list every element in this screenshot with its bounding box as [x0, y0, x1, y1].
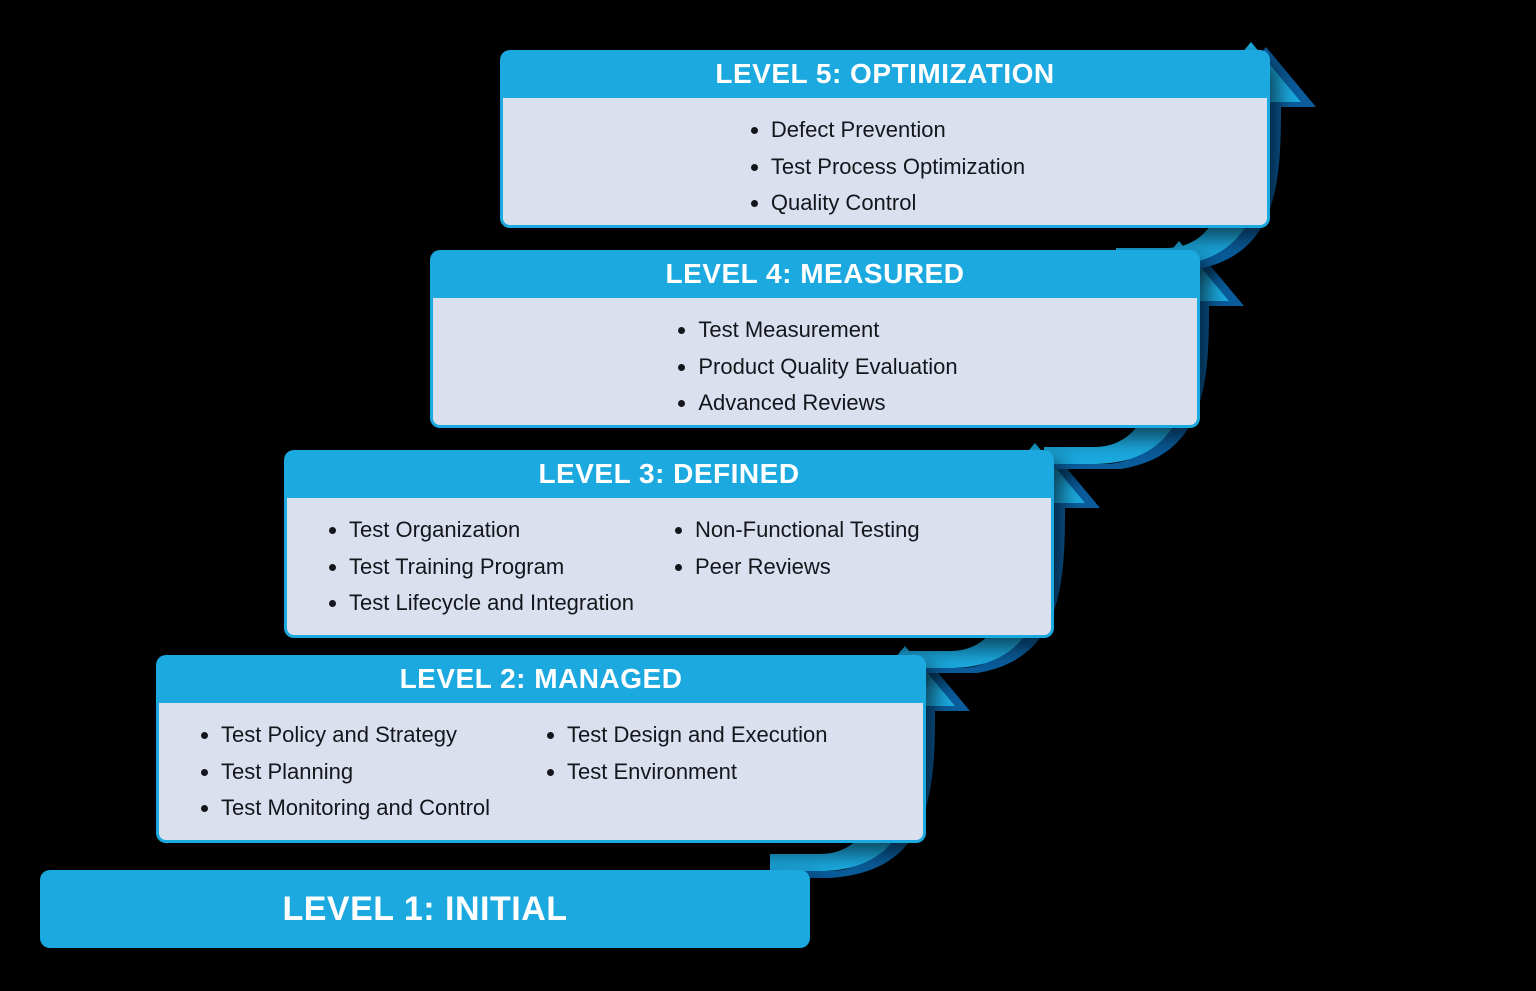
- level-3-step: LEVEL 3: DEFINED Test Organization Test …: [284, 450, 1054, 638]
- list-item: Test Policy and Strategy: [221, 717, 541, 754]
- level-5-body: Defect Prevention Test Process Optimizat…: [500, 98, 1270, 228]
- level-3-header: LEVEL 3: DEFINED: [284, 450, 1054, 498]
- list-item: Defect Prevention: [771, 112, 1025, 149]
- list-item: Test Environment: [567, 754, 887, 791]
- list-item: Test Organization: [349, 512, 669, 549]
- level-4-title: LEVEL 4: MEASURED: [666, 258, 965, 290]
- list-item: Test Process Optimization: [771, 149, 1025, 186]
- list-item: Test Monitoring and Control: [221, 790, 541, 827]
- level-4-body: Test Measurement Product Quality Evaluat…: [430, 298, 1200, 428]
- level-5-header: LEVEL 5: OPTIMIZATION: [500, 50, 1270, 98]
- list-item: Peer Reviews: [695, 549, 1015, 586]
- list-item: Test Training Program: [349, 549, 669, 586]
- level-3-list-b: Non-Functional Testing Peer Reviews: [669, 512, 1015, 585]
- list-item: Quality Control: [771, 185, 1025, 222]
- list-item: Test Lifecycle and Integration: [349, 585, 669, 622]
- level-4-header: LEVEL 4: MEASURED: [430, 250, 1200, 298]
- level-1-step: LEVEL 1: INITIAL: [40, 870, 810, 948]
- level-4-list: Test Measurement Product Quality Evaluat…: [672, 312, 957, 422]
- level-2-title: LEVEL 2: MANAGED: [400, 663, 683, 695]
- level-3-body: Test Organization Test Training Program …: [284, 498, 1054, 638]
- list-item: Non-Functional Testing: [695, 512, 1015, 549]
- level-3-title: LEVEL 3: DEFINED: [538, 458, 799, 490]
- maturity-model-diagram: LEVEL 5: OPTIMIZATION Defect Prevention …: [0, 0, 1536, 991]
- list-item: Advanced Reviews: [698, 385, 957, 422]
- list-item: Test Design and Execution: [567, 717, 887, 754]
- level-2-list-a: Test Policy and Strategy Test Planning T…: [195, 717, 541, 827]
- level-2-body: Test Policy and Strategy Test Planning T…: [156, 703, 926, 843]
- level-2-header: LEVEL 2: MANAGED: [156, 655, 926, 703]
- list-item: Test Planning: [221, 754, 541, 791]
- level-5-list: Defect Prevention Test Process Optimizat…: [745, 112, 1025, 222]
- level-4-step: LEVEL 4: MEASURED Test Measurement Produ…: [430, 250, 1200, 428]
- level-3-list-a: Test Organization Test Training Program …: [323, 512, 669, 622]
- level-5-step: LEVEL 5: OPTIMIZATION Defect Prevention …: [500, 50, 1270, 228]
- level-2-list-b: Test Design and Execution Test Environme…: [541, 717, 887, 790]
- level-1-title: LEVEL 1: INITIAL: [282, 890, 567, 929]
- list-item: Test Measurement: [698, 312, 957, 349]
- level-5-title: LEVEL 5: OPTIMIZATION: [715, 58, 1054, 90]
- list-item: Product Quality Evaluation: [698, 349, 957, 386]
- level-2-step: LEVEL 2: MANAGED Test Policy and Strateg…: [156, 655, 926, 843]
